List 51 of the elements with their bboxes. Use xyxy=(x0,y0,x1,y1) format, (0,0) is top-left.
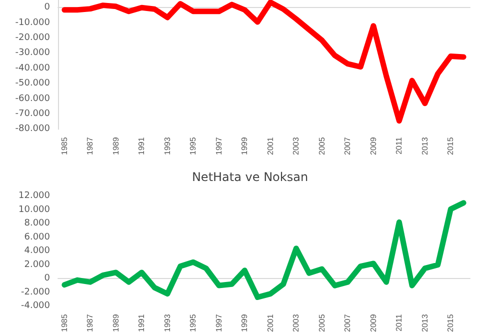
x-tick-label: 2013 xyxy=(420,136,430,155)
y-tick-label: -20.000 xyxy=(15,33,50,43)
y-tick-label: -40.000 xyxy=(15,63,50,74)
x-tick-label: 2009 xyxy=(368,136,378,155)
x-tick-label: 1991 xyxy=(137,314,146,332)
x-tick-label: 2009 xyxy=(368,314,378,332)
x-tick-label: 2007 xyxy=(343,314,352,332)
y-tick-label: -70.000 xyxy=(15,109,50,120)
x-tick-label: 1999 xyxy=(240,136,250,155)
y-tick-label: -30.000 xyxy=(15,48,50,58)
y-tick-label: -60.000 xyxy=(15,94,50,104)
x-tick-label: 1987 xyxy=(86,314,95,332)
y-tick-label: 6.000 xyxy=(24,232,50,242)
y-tick-label: 2.000 xyxy=(24,260,50,270)
x-tick-label: 2003 xyxy=(292,314,301,332)
x-tick-label: 1995 xyxy=(188,136,198,155)
y-tick-label: 10.000 xyxy=(18,204,50,215)
x-tick-label: 2001 xyxy=(266,136,275,155)
x-tick-label: 1993 xyxy=(162,136,172,155)
x-tick-label: 2007 xyxy=(343,136,352,155)
y-tick-label: -2.000 xyxy=(20,287,50,298)
chart-title: NetHata ve Noksan xyxy=(192,170,308,184)
x-tick-label: 1997 xyxy=(214,136,224,155)
x-tick-label: 1985 xyxy=(60,136,69,155)
x-tick-label: 2015 xyxy=(446,314,456,332)
x-tick-label: 1993 xyxy=(162,314,172,332)
x-tick-label: 2005 xyxy=(317,314,326,332)
x-tick-label: 1991 xyxy=(137,136,146,155)
y-tick-label: 12.000 xyxy=(18,191,50,201)
y-tick-label: 0 xyxy=(44,274,50,284)
x-tick-label: 2015 xyxy=(446,136,456,155)
y-tick-label: -50.000 xyxy=(15,78,50,89)
x-tick-label: 1995 xyxy=(188,314,198,332)
y-tick-label: 8.000 xyxy=(24,218,50,229)
x-tick-label: 1989 xyxy=(111,314,120,332)
x-tick-label: 1997 xyxy=(214,314,224,332)
y-tick-label: 0 xyxy=(44,2,50,13)
y-tick-label: -80.000 xyxy=(15,124,50,134)
x-tick-label: 1985 xyxy=(60,314,69,332)
x-tick-label: 1999 xyxy=(240,314,250,332)
x-tick-label: 2011 xyxy=(394,314,404,332)
y-tick-label: 4.000 xyxy=(24,246,50,256)
x-tick-label: 2013 xyxy=(420,314,430,332)
x-tick-label: 1989 xyxy=(111,136,120,155)
y-tick-label: -4.000 xyxy=(20,301,50,312)
x-tick-label: 2005 xyxy=(317,136,326,155)
x-tick-label: 2011 xyxy=(394,136,404,154)
x-tick-label: 2001 xyxy=(266,314,275,332)
y-tick-label: -10.000 xyxy=(15,18,50,28)
x-tick-label: 1987 xyxy=(86,136,95,155)
x-tick-label: 2003 xyxy=(292,136,301,155)
